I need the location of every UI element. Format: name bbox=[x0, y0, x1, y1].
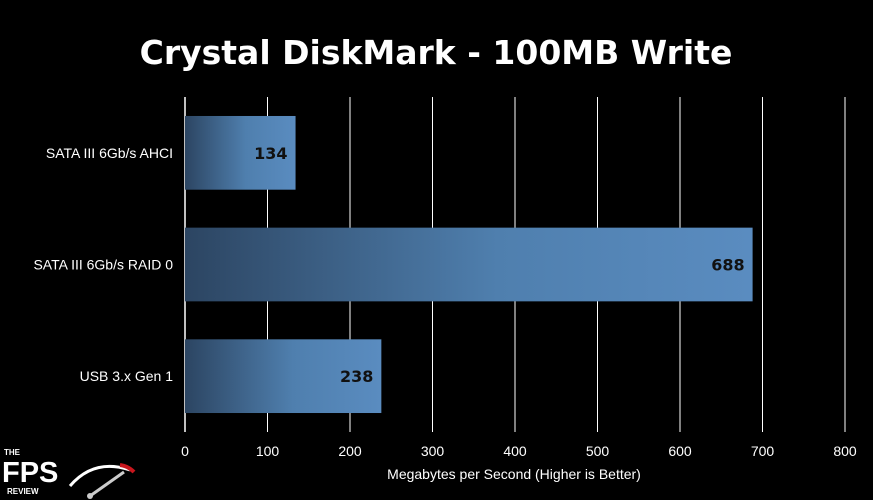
category-label: SATA III 6Gb/s RAID 0 bbox=[33, 257, 173, 273]
x-tick-label: 600 bbox=[668, 443, 692, 459]
x-tick-label: 0 bbox=[181, 443, 189, 459]
logo-fps-text: FPS bbox=[2, 457, 58, 489]
x-tick-label: 700 bbox=[751, 443, 775, 459]
x-tick-label: 500 bbox=[586, 443, 610, 459]
bar bbox=[185, 227, 753, 302]
speedometer-arc-icon bbox=[68, 464, 131, 487]
fps-review-logo: THE FPS REVIEW bbox=[2, 448, 136, 499]
bar-value-label: 238 bbox=[340, 367, 373, 386]
x-axis-label: Megabytes per Second (Higher is Better) bbox=[387, 466, 641, 482]
chart-title: Crystal DiskMark - 100MB Write bbox=[140, 33, 733, 72]
bar bbox=[185, 339, 382, 414]
speedometer-hub-icon bbox=[87, 493, 93, 499]
category-label: SATA III 6Gb/s AHCI bbox=[46, 145, 173, 161]
x-tick-label: 800 bbox=[833, 443, 857, 459]
bars: 134 688 238 bbox=[185, 115, 753, 414]
category-labels: SATA III 6Gb/s AHCI SATA III 6Gb/s RAID 0… bbox=[33, 145, 173, 384]
bar-value-label: 134 bbox=[254, 144, 287, 163]
x-tick-label: 100 bbox=[256, 443, 280, 459]
bar bbox=[185, 115, 296, 190]
speedometer-needle-icon bbox=[89, 470, 125, 498]
x-tick-labels: 0 100 200 300 400 500 600 700 800 bbox=[181, 443, 857, 459]
logo-the-text: THE bbox=[4, 448, 21, 457]
speedometer-red-arc-icon bbox=[119, 463, 136, 474]
logo-review-text: REVIEW bbox=[7, 487, 39, 496]
bar-value-label: 688 bbox=[711, 256, 744, 275]
category-label: USB 3.x Gen 1 bbox=[80, 368, 174, 384]
x-tick-label: 200 bbox=[338, 443, 362, 459]
x-tick-label: 300 bbox=[421, 443, 445, 459]
x-tick-label: 400 bbox=[503, 443, 527, 459]
